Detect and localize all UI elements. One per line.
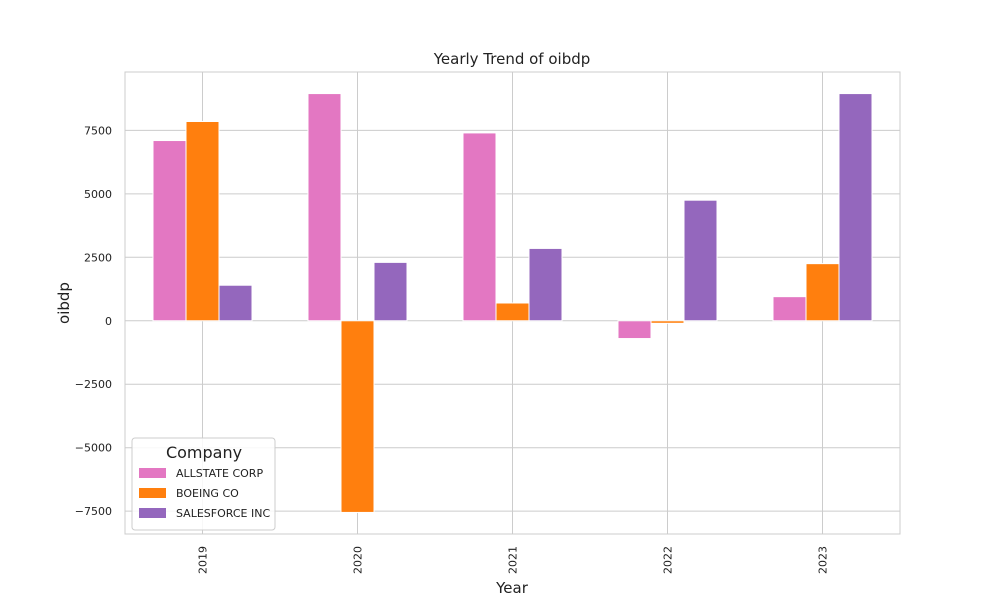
x-axis-title: Year xyxy=(495,579,529,597)
x-axis-ticks: 2019 2020 2021 2022 2023 xyxy=(197,546,830,574)
y-tick-label: −2500 xyxy=(75,378,112,391)
y-tick-label: 0 xyxy=(105,315,112,328)
legend-label: ALLSTATE CORP xyxy=(176,467,263,480)
bars xyxy=(152,93,873,513)
legend-swatch xyxy=(139,468,166,478)
chart-title: Yearly Trend of oibdp xyxy=(433,50,591,68)
bar-salesforce-inc-2022 xyxy=(683,199,718,322)
x-tick-label: 2020 xyxy=(352,546,365,574)
bar-allstate-corp-2020 xyxy=(307,93,342,322)
x-tick-label: 2022 xyxy=(662,546,675,574)
bar-allstate-corp-2022 xyxy=(617,320,652,340)
legend-swatch xyxy=(139,508,166,518)
legend-items: ALLSTATE CORP BOEING CO SALESFORCE INC xyxy=(139,467,270,520)
legend-title: Company xyxy=(166,443,242,462)
bar-salesforce-inc-2021 xyxy=(528,247,563,322)
y-axis-title: oibdp xyxy=(55,282,73,324)
bar-boeing-co-2021 xyxy=(495,302,530,322)
y-tick-label: 5000 xyxy=(84,188,112,201)
y-axis-ticks: −7500 −5000 −2500 0 2500 5000 7500 xyxy=(75,124,112,518)
bar-boeing-co-2022 xyxy=(650,320,685,324)
bar-salesforce-inc-2020 xyxy=(373,261,408,322)
y-tick-label: 2500 xyxy=(84,251,112,264)
x-tick-label: 2021 xyxy=(507,546,520,574)
legend-label: BOEING CO xyxy=(176,487,239,500)
legend-label: SALESFORCE INC xyxy=(176,507,270,520)
bar-salesforce-inc-2019 xyxy=(218,284,253,322)
x-tick-label: 2019 xyxy=(197,546,210,574)
y-tick-label: 7500 xyxy=(84,124,112,137)
bar-allstate-corp-2019 xyxy=(152,140,187,322)
bar-allstate-corp-2023 xyxy=(772,296,807,322)
x-tick-label: 2023 xyxy=(817,546,830,574)
bar-boeing-co-2020 xyxy=(340,320,375,513)
bar-salesforce-inc-2023 xyxy=(838,93,873,322)
legend-swatch xyxy=(139,488,166,498)
y-tick-label: −7500 xyxy=(75,505,112,518)
bar-boeing-co-2023 xyxy=(805,263,840,322)
legend: Company ALLSTATE CORP BOEING CO SALESFORCE… xyxy=(131,437,276,531)
y-tick-label: −5000 xyxy=(75,442,112,455)
bar-allstate-corp-2021 xyxy=(462,132,497,322)
legend-box xyxy=(131,437,276,531)
bar-boeing-co-2019 xyxy=(185,121,220,322)
